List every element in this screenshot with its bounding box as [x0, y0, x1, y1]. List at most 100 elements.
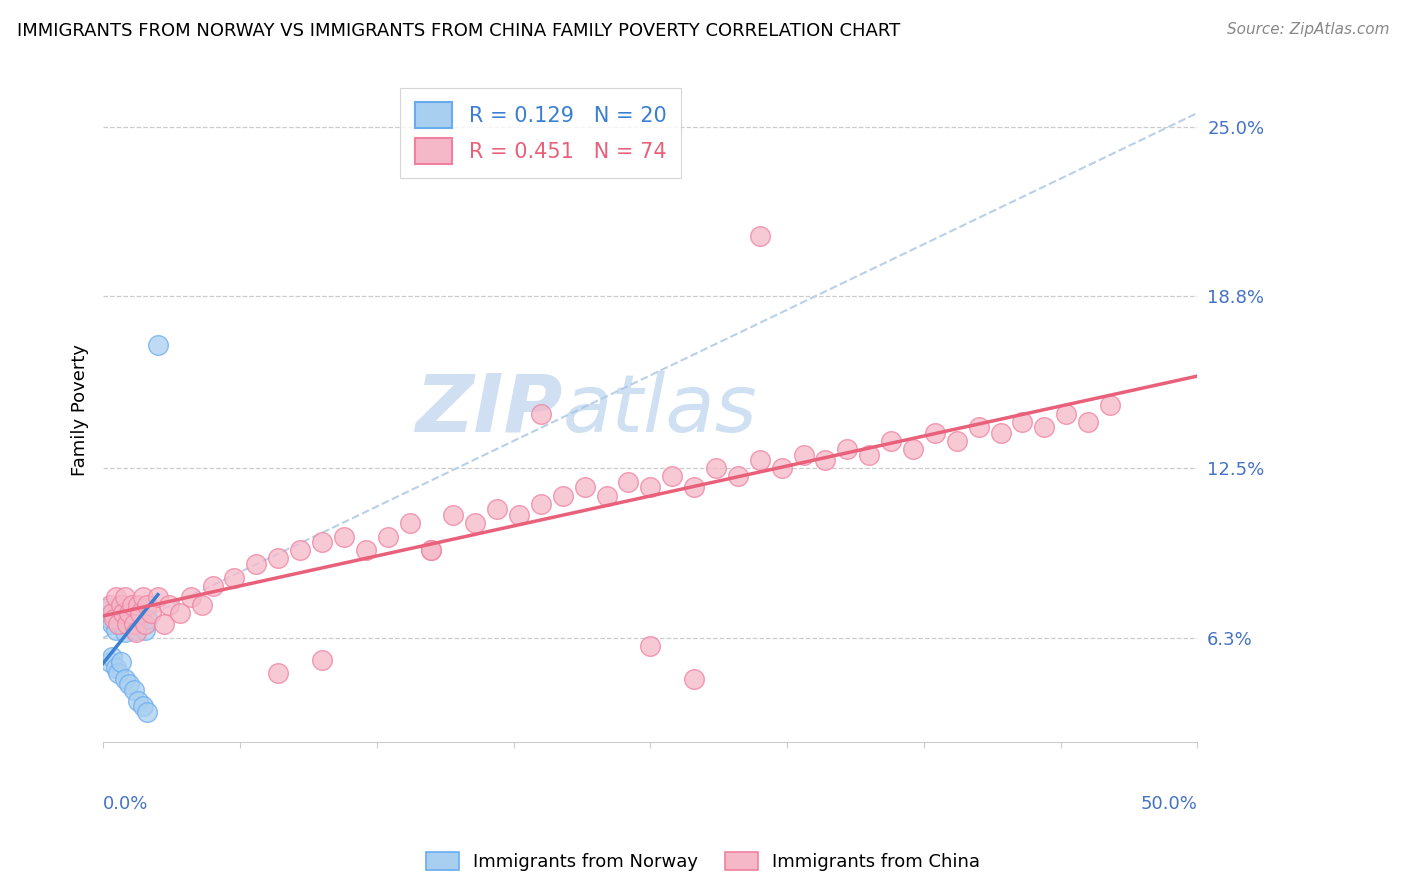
Point	[105, 661, 128, 675]
Point	[111, 606, 134, 620]
Point	[115, 612, 138, 626]
Point	[96, 600, 118, 615]
Point	[267, 666, 290, 681]
Point	[134, 617, 156, 632]
Point	[727, 469, 749, 483]
Point	[901, 442, 924, 457]
Point	[924, 425, 946, 440]
Legend: R = 0.129   N = 20, R = 0.451   N = 74: R = 0.129 N = 20, R = 0.451 N = 74	[401, 87, 682, 178]
Point	[201, 579, 224, 593]
Point	[574, 480, 596, 494]
Text: 0.0%: 0.0%	[103, 795, 149, 813]
Point	[354, 543, 377, 558]
Text: ZIP: ZIP	[415, 370, 562, 449]
Point	[190, 598, 212, 612]
Point	[508, 508, 530, 522]
Point	[114, 590, 136, 604]
Point	[858, 448, 880, 462]
Point	[683, 672, 706, 686]
Point	[748, 229, 770, 244]
Point	[101, 606, 124, 620]
Text: atlas: atlas	[562, 370, 758, 449]
Point	[420, 543, 443, 558]
Point	[114, 672, 136, 686]
Point	[1033, 420, 1056, 434]
Point	[127, 598, 149, 612]
Point	[530, 497, 553, 511]
Point	[121, 598, 143, 612]
Point	[551, 489, 574, 503]
Point	[127, 693, 149, 707]
Point	[131, 590, 153, 604]
Point	[127, 600, 149, 615]
Point	[333, 530, 356, 544]
Point	[103, 606, 125, 620]
Text: Source: ZipAtlas.com: Source: ZipAtlas.com	[1226, 22, 1389, 37]
Y-axis label: Family Poverty: Family Poverty	[72, 343, 89, 475]
Point	[110, 617, 132, 632]
Text: IMMIGRANTS FROM NORWAY VS IMMIGRANTS FROM CHINA FAMILY POVERTY CORRELATION CHART: IMMIGRANTS FROM NORWAY VS IMMIGRANTS FRO…	[17, 22, 900, 40]
Point	[1077, 415, 1099, 429]
Point	[1054, 407, 1077, 421]
Point	[967, 420, 990, 434]
Point	[101, 649, 124, 664]
Point	[486, 502, 509, 516]
Point	[103, 612, 125, 626]
Point	[288, 543, 311, 558]
Point	[640, 480, 662, 494]
Point	[110, 598, 132, 612]
Point	[595, 489, 617, 503]
Point	[814, 453, 837, 467]
Point	[131, 699, 153, 714]
Point	[530, 407, 553, 421]
Point	[101, 617, 124, 632]
Point	[377, 530, 399, 544]
Point	[224, 571, 246, 585]
Point	[135, 612, 157, 626]
Point	[114, 625, 136, 640]
Point	[125, 625, 148, 640]
Point	[245, 557, 267, 571]
Text: 50.0%: 50.0%	[1140, 795, 1198, 813]
Point	[1098, 399, 1121, 413]
Point	[169, 606, 191, 620]
Point	[107, 600, 129, 615]
Point	[1011, 415, 1033, 429]
Point	[153, 617, 176, 632]
Point	[146, 338, 169, 352]
Point	[107, 617, 129, 632]
Point	[129, 606, 152, 620]
Point	[464, 516, 486, 530]
Point	[135, 598, 157, 612]
Point	[134, 623, 156, 637]
Point	[105, 623, 128, 637]
Point	[125, 623, 148, 637]
Point	[122, 682, 145, 697]
Point	[107, 666, 129, 681]
Point	[398, 516, 420, 530]
Point	[640, 639, 662, 653]
Point	[441, 508, 464, 522]
Point	[110, 656, 132, 670]
Point	[837, 442, 859, 457]
Point	[267, 551, 290, 566]
Point	[115, 617, 138, 632]
Point	[98, 656, 121, 670]
Point	[311, 535, 333, 549]
Point	[146, 590, 169, 604]
Point	[121, 617, 143, 632]
Point	[122, 617, 145, 632]
Point	[131, 617, 153, 632]
Point	[792, 448, 814, 462]
Legend: Immigrants from Norway, Immigrants from China: Immigrants from Norway, Immigrants from …	[419, 845, 987, 879]
Point	[180, 590, 202, 604]
Point	[98, 612, 121, 626]
Point	[990, 425, 1012, 440]
Point	[683, 480, 706, 494]
Point	[420, 543, 443, 558]
Point	[118, 606, 141, 620]
Point	[157, 598, 180, 612]
Point	[770, 461, 793, 475]
Point	[748, 453, 770, 467]
Point	[704, 461, 727, 475]
